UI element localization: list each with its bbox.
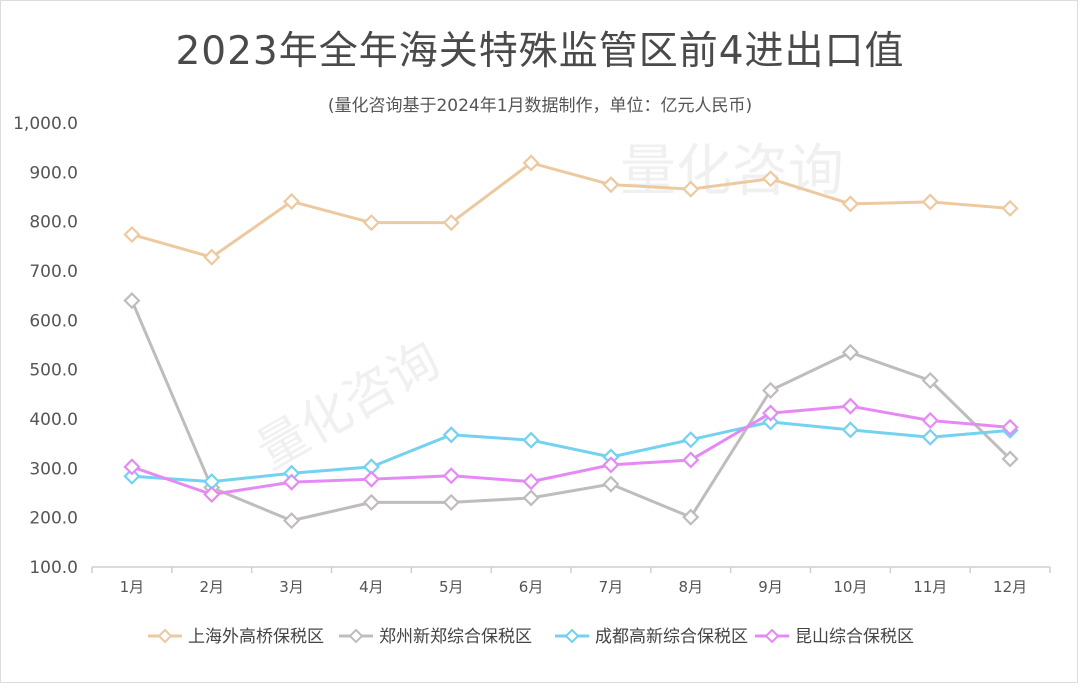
chart-title: 2023年全年海关特殊监管区前4进出口值 xyxy=(175,29,905,74)
y-tick-label: 300.0 xyxy=(29,459,78,479)
legend-item: 郑州新郑综合保税区 xyxy=(339,627,532,647)
x-tick-label: 1月 xyxy=(120,578,145,596)
legend-marker xyxy=(764,628,780,644)
data-point-marker xyxy=(522,489,540,507)
watermark-text-rotated: 量化咨询 xyxy=(247,330,449,480)
data-point-marker xyxy=(682,180,700,198)
data-point-marker xyxy=(602,176,620,194)
series-4 xyxy=(123,397,1019,504)
data-point-marker xyxy=(123,225,141,244)
x-tick-label: 7月 xyxy=(599,578,624,596)
data-point-marker xyxy=(442,214,460,232)
x-tick-label: 9月 xyxy=(758,578,783,596)
x-tick-label: 3月 xyxy=(279,578,304,596)
data-point-marker xyxy=(602,456,620,474)
series-layer xyxy=(123,154,1019,530)
data-point-marker xyxy=(442,467,460,485)
y-tick-label: 700.0 xyxy=(29,262,78,282)
legend-label: 郑州新郑综合保税区 xyxy=(379,627,532,647)
series-3 xyxy=(123,413,1019,491)
data-point-marker xyxy=(762,381,780,399)
data-point-marker xyxy=(762,170,780,188)
data-point-marker xyxy=(841,397,859,415)
x-tick-label: 2月 xyxy=(199,578,224,596)
data-point-marker xyxy=(602,475,620,493)
legend-marker xyxy=(564,628,580,644)
data-point-marker xyxy=(682,431,700,449)
data-point-marker xyxy=(203,485,221,504)
data-point-marker xyxy=(283,192,301,210)
data-point-marker xyxy=(921,428,939,446)
data-point-marker xyxy=(762,413,780,431)
data-point-marker xyxy=(921,411,939,430)
x-tick-label: 10月 xyxy=(833,578,867,596)
x-tick-label: 8月 xyxy=(678,578,703,596)
series-line xyxy=(130,404,1012,496)
x-tick-label: 6月 xyxy=(519,578,544,596)
data-point-marker xyxy=(841,343,859,361)
x-tick-label: 4月 xyxy=(359,578,384,596)
y-tick-label: 600.0 xyxy=(29,311,78,331)
legend-marker xyxy=(157,628,173,644)
legend-item: 成都高新综合保税区 xyxy=(555,627,748,647)
data-point-marker xyxy=(362,470,380,488)
series-line xyxy=(130,161,1012,259)
watermark-text: 量化咨询 xyxy=(620,139,844,204)
x-tick-label: 5月 xyxy=(439,578,464,596)
data-point-marker xyxy=(841,195,859,213)
axes: 100.0 200.0 300.0 400.0 500.0 600.0 700.0 800.0… xyxy=(13,114,1051,596)
data-point-marker xyxy=(283,512,301,530)
data-point-marker xyxy=(1001,199,1019,217)
series-line xyxy=(130,420,1012,484)
series-1 xyxy=(123,154,1019,266)
legend-label: 昆山综合保税区 xyxy=(795,627,914,647)
data-point-marker xyxy=(522,473,540,491)
data-point-marker xyxy=(841,421,859,439)
legend-item: 昆山综合保税区 xyxy=(755,627,914,647)
x-tick-label: 11月 xyxy=(913,578,947,596)
y-tick-label: 500.0 xyxy=(29,361,78,381)
data-point-marker xyxy=(1001,450,1019,468)
data-point-marker xyxy=(362,214,380,232)
data-point-marker xyxy=(921,371,939,390)
data-point-marker xyxy=(762,404,780,422)
y-tick-label: 800.0 xyxy=(29,213,78,233)
data-point-marker xyxy=(123,458,141,476)
data-point-marker xyxy=(682,508,700,526)
x-tick-label: 12月 xyxy=(993,578,1027,596)
data-point-marker xyxy=(1001,418,1019,436)
data-point-marker xyxy=(203,248,221,266)
legend: 上海外高桥保税区 郑州新郑综合保税区 成都高新综合保税区 昆山综合保税区 xyxy=(148,627,914,647)
y-tick-label: 1,000.0 xyxy=(13,114,78,134)
data-point-marker xyxy=(362,493,380,511)
chart-subtitle: (量化咨询基于2024年1月数据制作，单位：亿元人民币) xyxy=(327,96,753,116)
data-point-marker xyxy=(682,451,700,469)
y-tick-label: 400.0 xyxy=(29,410,78,430)
data-point-marker xyxy=(921,193,939,211)
series-2 xyxy=(123,292,1019,530)
data-point-marker xyxy=(442,493,460,511)
y-tick-label: 900.0 xyxy=(29,163,78,183)
data-point-marker xyxy=(123,467,141,485)
data-point-marker xyxy=(123,292,141,310)
legend-label: 上海外高桥保税区 xyxy=(188,627,324,647)
legend-marker xyxy=(348,628,364,644)
series-line xyxy=(130,299,1012,523)
y-tick-label: 100.0 xyxy=(29,558,78,578)
data-point-marker xyxy=(283,473,301,491)
data-point-marker xyxy=(522,154,540,172)
y-tick-label: 200.0 xyxy=(29,509,78,529)
data-point-marker xyxy=(442,426,460,444)
data-point-marker xyxy=(522,431,540,449)
legend-label: 成都高新综合保税区 xyxy=(595,627,748,647)
legend-item: 上海外高桥保税区 xyxy=(148,627,324,647)
watermark: 量化咨询 量化咨询 xyxy=(247,139,844,480)
